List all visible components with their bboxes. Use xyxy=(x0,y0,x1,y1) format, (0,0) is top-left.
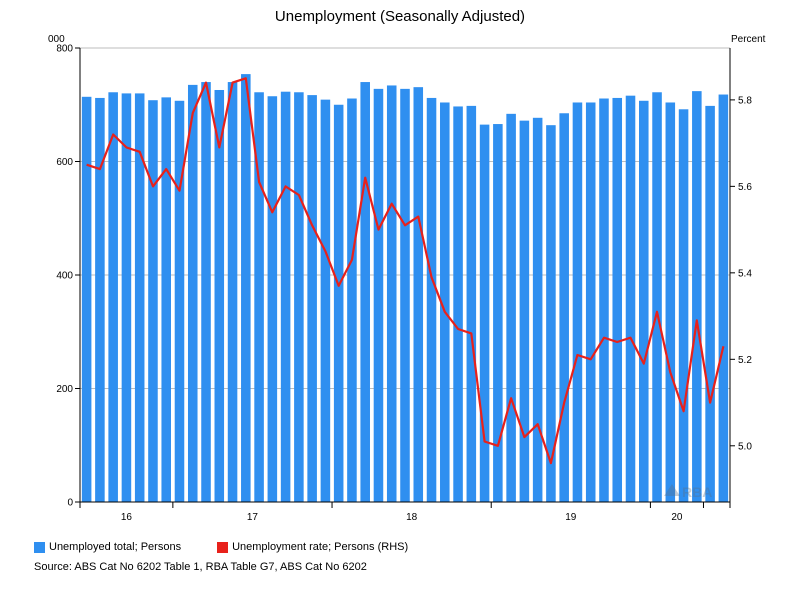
bar xyxy=(625,95,636,503)
left-tick-label: 400 xyxy=(56,271,73,282)
line-series xyxy=(86,77,725,465)
bar xyxy=(81,96,92,503)
legend-item-unemployment-rate: Unemployment rate; Persons (RHS) xyxy=(217,541,408,553)
bar-series xyxy=(81,74,729,503)
bar xyxy=(174,100,185,502)
bar xyxy=(307,95,317,502)
legend-swatch-line xyxy=(217,541,229,553)
bar xyxy=(347,98,357,502)
bar xyxy=(559,113,569,502)
bar xyxy=(254,92,264,502)
right-axis-ticks: 5.0 5.2 5.4 5.6 5.8 xyxy=(730,95,752,452)
right-tick-label: 5.0 xyxy=(738,441,752,452)
x-tick-label: 18 xyxy=(406,512,418,523)
bar xyxy=(453,106,463,502)
bar xyxy=(161,97,171,502)
left-tick-label: 600 xyxy=(56,157,73,168)
bar xyxy=(466,105,477,502)
bar xyxy=(187,84,198,502)
bar xyxy=(426,97,437,502)
bar xyxy=(386,85,397,502)
bar xyxy=(214,89,225,503)
bar xyxy=(95,97,105,502)
watermark-text: RBA xyxy=(682,484,712,500)
left-axis-ticks: 0 200 400 600 800 xyxy=(56,44,80,509)
bar xyxy=(440,102,450,502)
bar xyxy=(267,96,278,503)
legend: Unemployed total; Persons Unemployment r… xyxy=(34,541,444,553)
legend-label-unemployed-total: Unemployed total; Persons xyxy=(49,541,182,553)
bar xyxy=(678,109,689,502)
bar xyxy=(201,82,211,503)
bar xyxy=(585,102,596,502)
bar xyxy=(718,94,729,502)
bar xyxy=(519,120,530,502)
bar xyxy=(652,92,662,502)
x-tick-label: 19 xyxy=(565,512,577,523)
bar xyxy=(360,82,370,503)
bar xyxy=(121,93,132,503)
bar xyxy=(241,74,251,502)
left-tick-label: 800 xyxy=(56,44,73,55)
x-axis-ticks: 16 17 18 19 20 xyxy=(79,502,704,523)
left-tick-label: 200 xyxy=(56,384,73,395)
x-tick-label: 20 xyxy=(671,512,683,523)
legend-swatch-bar xyxy=(34,541,45,553)
left-axis-unit: 000 xyxy=(48,34,65,45)
bar xyxy=(333,104,344,502)
bar xyxy=(148,100,158,503)
bar xyxy=(134,93,145,503)
bar xyxy=(705,105,715,502)
left-tick-label: 0 xyxy=(67,498,73,509)
bar xyxy=(108,92,118,502)
chart-title: Unemployment (Seasonally Adjusted) xyxy=(275,8,525,25)
right-tick-label: 5.2 xyxy=(738,355,752,366)
bar xyxy=(546,125,556,503)
bar xyxy=(572,102,583,502)
bar xyxy=(506,113,516,502)
bar xyxy=(479,124,490,503)
bar xyxy=(532,117,543,503)
bar xyxy=(280,91,291,502)
x-tick-label: 17 xyxy=(247,512,259,523)
right-tick-label: 5.4 xyxy=(738,268,752,279)
bar xyxy=(665,102,676,502)
bar xyxy=(294,92,304,502)
axes xyxy=(79,48,731,508)
bar xyxy=(599,98,609,502)
legend-item-unemployed-total: Unemployed total; Persons xyxy=(34,541,181,553)
bar xyxy=(639,100,649,502)
rate-line xyxy=(86,77,725,465)
bar xyxy=(493,124,503,503)
bar xyxy=(373,88,384,503)
right-tick-label: 5.8 xyxy=(738,95,752,106)
right-tick-label: 5.6 xyxy=(738,182,752,193)
right-axis-unit: Percent xyxy=(731,34,766,45)
bar xyxy=(227,82,238,503)
bar xyxy=(413,87,424,502)
watermark-logo: RBA xyxy=(664,484,712,500)
source-note: Source: ABS Cat No 6202 Table 1, RBA Tab… xyxy=(34,561,367,573)
bar xyxy=(692,91,702,502)
bar xyxy=(320,99,331,502)
bar xyxy=(400,88,410,503)
x-tick-label: 16 xyxy=(121,512,133,523)
bar xyxy=(612,97,623,502)
legend-label-unemployment-rate: Unemployment rate; Persons (RHS) xyxy=(232,541,409,553)
